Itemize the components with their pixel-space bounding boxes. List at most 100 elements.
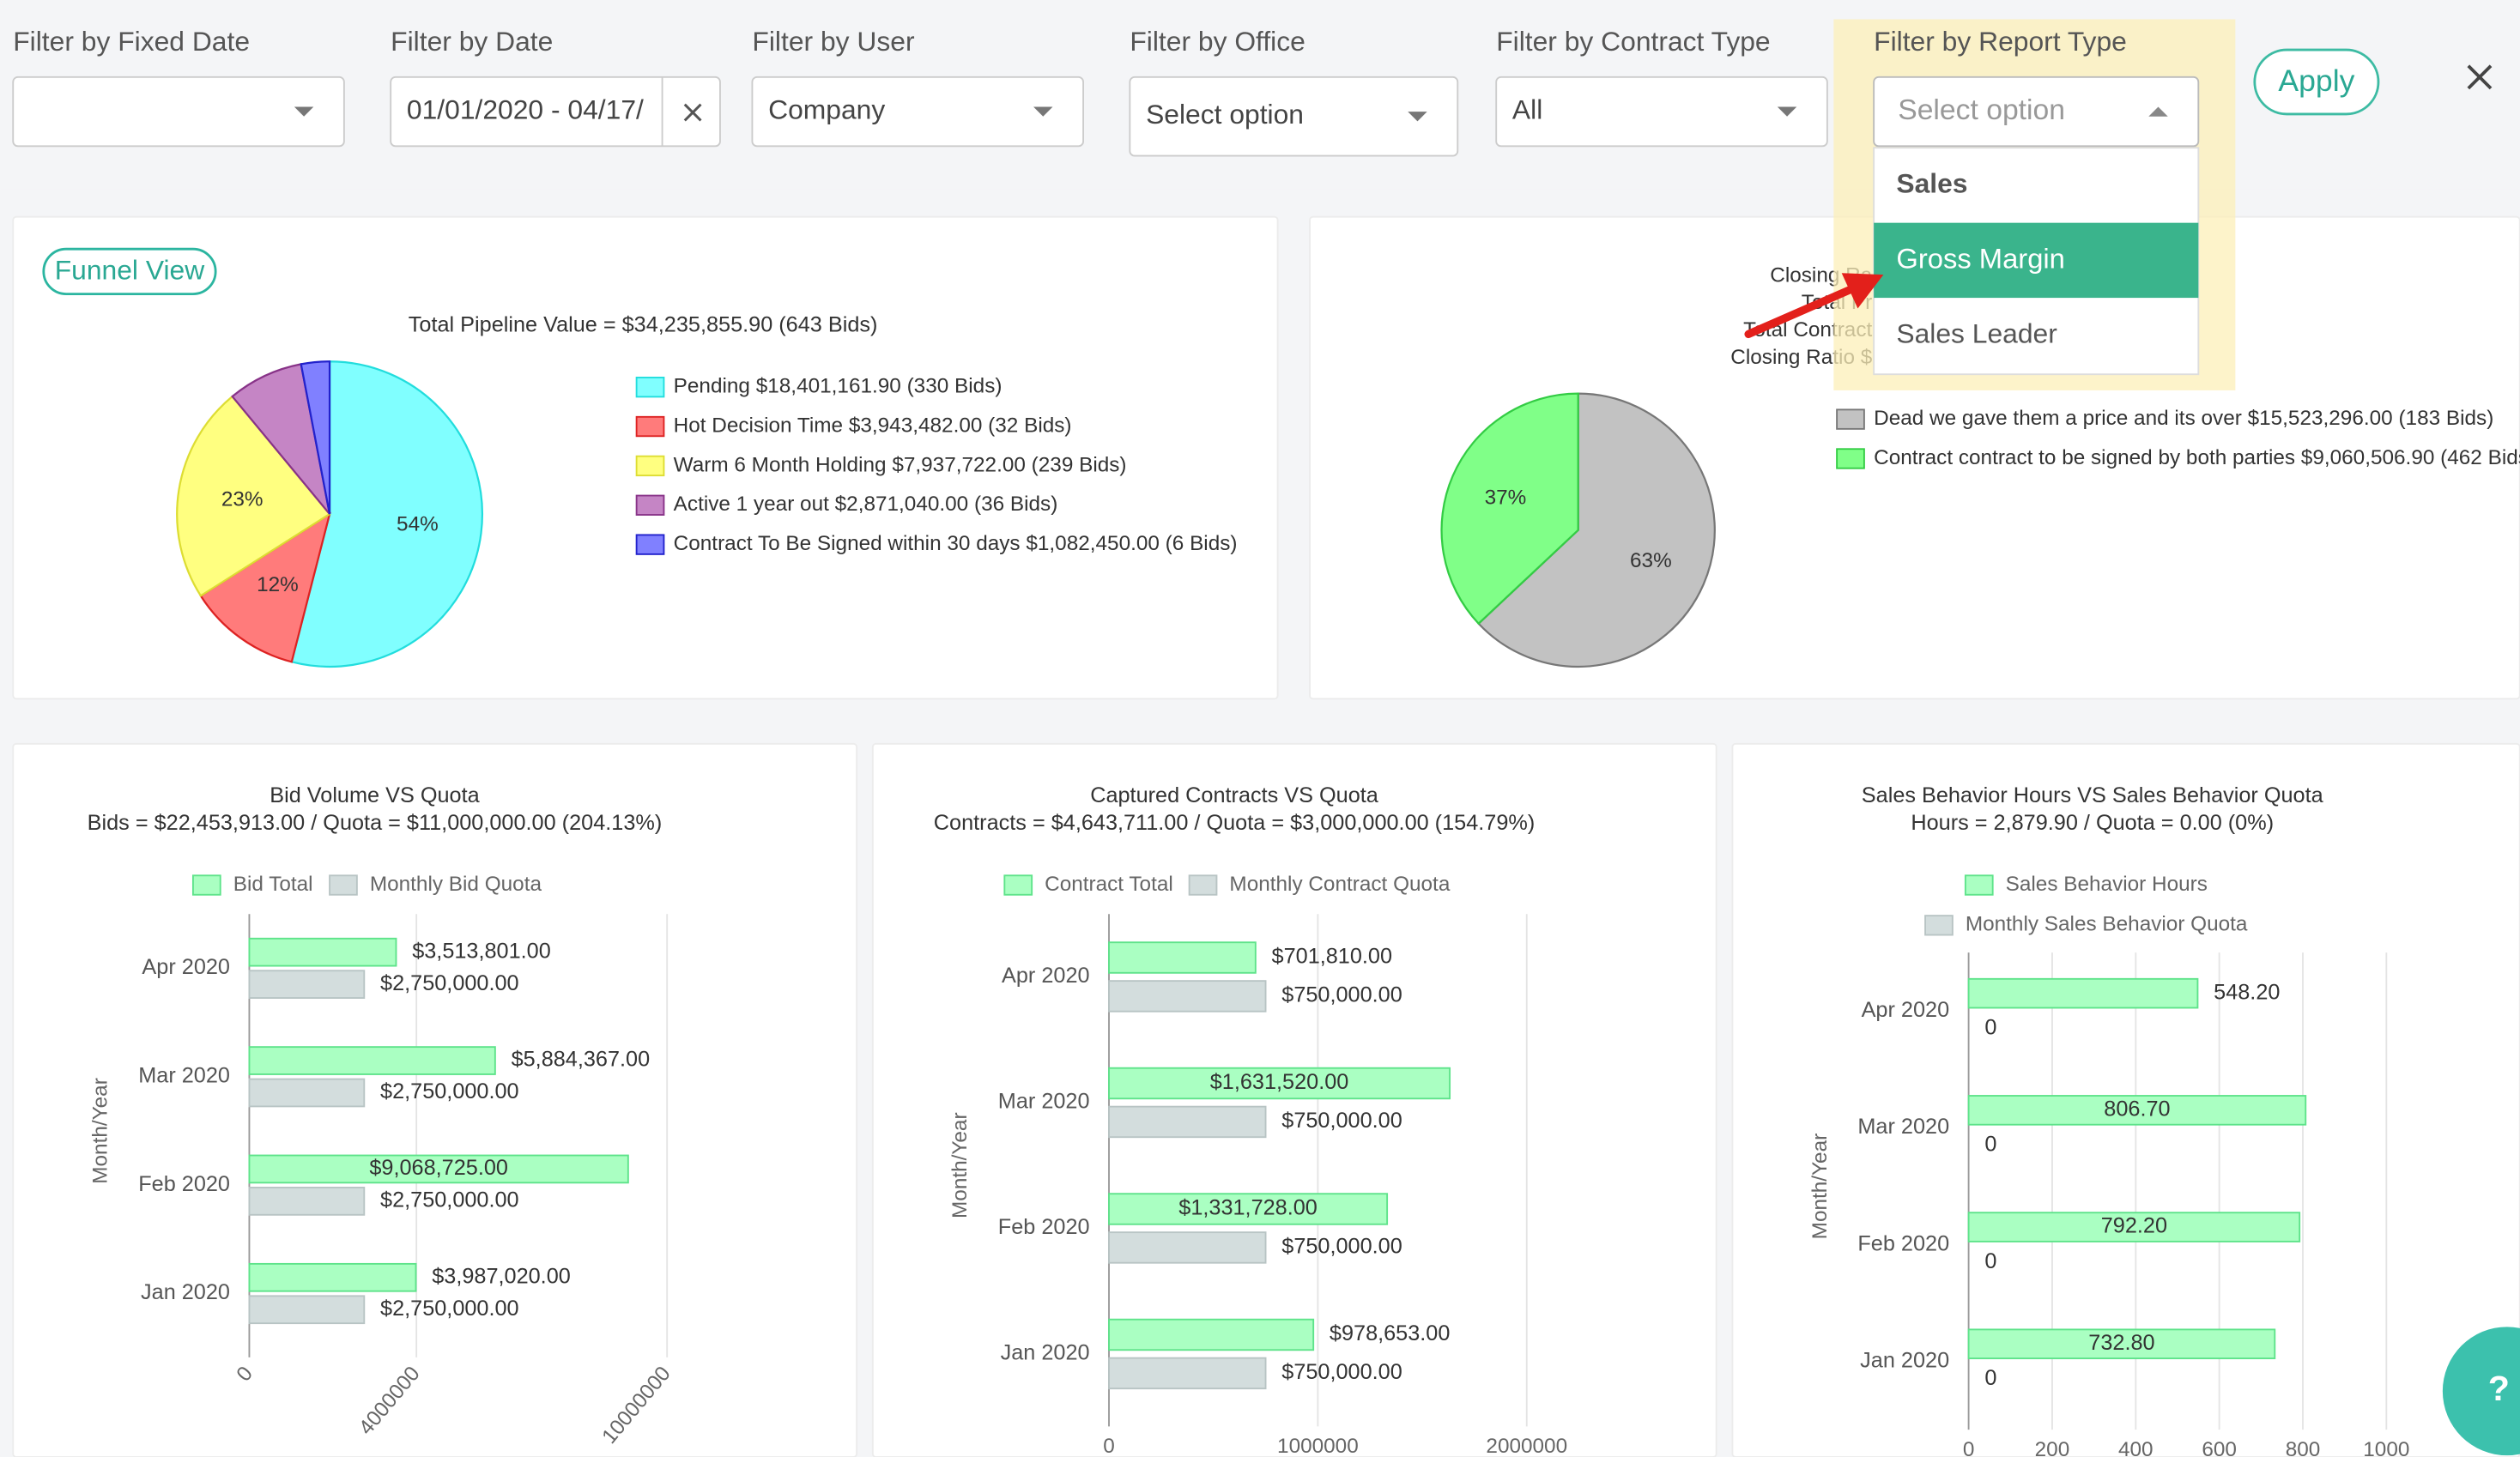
- legend-swatch: [635, 415, 665, 438]
- bar-value-label: 0: [1984, 1366, 1996, 1390]
- legend-label: Warm 6 Month Holding $7,937,722.00 (239 …: [674, 453, 1127, 476]
- bar-value-label: 0: [1984, 1249, 1996, 1273]
- caret-down: [1777, 106, 1797, 117]
- bar-value-label: $2,750,000.00: [380, 971, 519, 995]
- close-icon[interactable]: [2467, 64, 2493, 90]
- panel: [871, 742, 1717, 1457]
- filter-label: Filter by Date: [391, 26, 553, 57]
- x-tick-label: 400: [2118, 1438, 2154, 1457]
- option-highlight: [1874, 222, 2199, 299]
- y-tick-label: Jan 2020: [1001, 1341, 1090, 1365]
- bar: [1108, 1231, 1267, 1264]
- pie-slice: [176, 395, 331, 597]
- slice-label: 23%: [221, 487, 264, 511]
- funnel-view-button[interactable]: [42, 247, 217, 295]
- bar: [1108, 941, 1257, 974]
- bar: [1967, 1328, 2276, 1360]
- filter-label: Filter by Office: [1130, 26, 1305, 57]
- pie-slice: [300, 360, 331, 515]
- bar-value-label: $978,653.00: [1330, 1321, 1451, 1345]
- bar: [248, 1154, 629, 1184]
- x-tick-label: 0: [1963, 1438, 1975, 1457]
- legend-swatch: [635, 494, 665, 516]
- y-tick-label: Feb 2020: [138, 1172, 230, 1196]
- filter-select[interactable]: [390, 76, 721, 148]
- pie-slice: [199, 511, 331, 663]
- filter-value: All: [1512, 94, 1542, 125]
- bar: [1967, 977, 2199, 1009]
- legend-swatch: [1188, 874, 1218, 896]
- apply-button[interactable]: [2253, 48, 2380, 116]
- x-tick-label: 2000000: [1486, 1435, 1567, 1457]
- bar: [1108, 1318, 1315, 1351]
- y-axis-label: Month/Year: [948, 1112, 972, 1218]
- arrow-shaft: [1744, 285, 1856, 339]
- chart-title: Sales Behavior Hours VS Sales Behavior Q…: [1862, 783, 2324, 807]
- bar-value-label: 792.20: [2101, 1214, 2167, 1238]
- legend-swatch: [1836, 408, 1865, 430]
- slice-label: 37%: [1485, 487, 1527, 510]
- bar-value-label: $5,884,367.00: [512, 1048, 651, 1072]
- caret-up: [2148, 106, 2168, 117]
- help-label[interactable]: ?: [2488, 1369, 2510, 1408]
- bar: [248, 1046, 496, 1075]
- legend-swatch: [635, 377, 665, 398]
- bar: [1108, 1357, 1267, 1390]
- dropdown-option[interactable]: Sales Leader: [1896, 317, 2057, 348]
- filter-select[interactable]: [1129, 76, 1459, 157]
- bar-value-label: $2,750,000.00: [380, 1297, 519, 1321]
- caret-down: [1033, 106, 1053, 117]
- help-button[interactable]: [2442, 1327, 2520, 1456]
- bar: [1108, 1067, 1451, 1100]
- caret-down: [294, 106, 314, 117]
- bar-value-label: $2,750,000.00: [380, 1188, 519, 1212]
- x-tick-label: 1000: [2363, 1438, 2409, 1457]
- y-tick-label: Mar 2020: [1857, 1115, 1949, 1139]
- filter-label: Filter by Fixed Date: [13, 26, 250, 57]
- x-tick-label: 800: [2286, 1438, 2321, 1457]
- legend-label: Contract To Be Signed within 30 days $1,…: [674, 532, 1238, 555]
- legend-swatch: [329, 874, 358, 896]
- filter-value: Company: [768, 94, 885, 125]
- filter-select[interactable]: [1873, 76, 2200, 148]
- y-tick-label: Apr 2020: [1002, 964, 1090, 988]
- bar-value-label: 0: [1984, 1133, 1996, 1157]
- dropdown-option[interactable]: Gross Margin: [1896, 242, 2065, 274]
- legend-label: Contract Total: [1045, 873, 1173, 896]
- legend-swatch: [635, 455, 665, 477]
- dropdown-option[interactable]: Sales: [1896, 168, 1967, 199]
- bar-value-label: 0: [1984, 1016, 1996, 1040]
- apply-label: Apply: [2278, 63, 2354, 98]
- arrow-head: [1841, 273, 1884, 309]
- legend-swatch: [1924, 915, 1954, 936]
- bar-value-label: $1,631,520.00: [1210, 1070, 1349, 1094]
- bar-value-label: $750,000.00: [1281, 1235, 1402, 1259]
- filter-select[interactable]: [1495, 76, 1828, 148]
- bar: [248, 970, 366, 999]
- legend-label: Hot Decision Time $3,943,482.00 (32 Bids…: [674, 414, 1072, 437]
- legend-label: Monthly Sales Behavior Quota: [1966, 913, 2248, 936]
- bar-value-label: $701,810.00: [1272, 945, 1393, 969]
- legend-label: Bid Total: [233, 873, 313, 896]
- x-tick-label: 200: [2035, 1438, 2070, 1457]
- legend-label: Contract contract to be signed by both p…: [1874, 446, 2520, 469]
- filter-select[interactable]: [751, 76, 1085, 148]
- bar: [248, 937, 397, 967]
- filter-select[interactable]: [12, 76, 345, 148]
- filter-label: Filter by User: [752, 26, 915, 57]
- bar-value-label: $9,068,725.00: [369, 1156, 508, 1180]
- legend-label: Monthly Bid Quota: [370, 873, 542, 896]
- chart-subtitle: Contracts = $4,643,711.00 / Quota = $3,0…: [934, 811, 1535, 835]
- bar-value-label: $2,750,000.00: [380, 1079, 519, 1103]
- legend-swatch: [1964, 874, 1994, 896]
- legend-swatch: [635, 534, 665, 555]
- clear-icon[interactable]: [683, 103, 702, 122]
- y-axis-label: Month/Year: [1808, 1134, 1832, 1240]
- panel: [12, 742, 858, 1457]
- y-tick-label: Mar 2020: [138, 1063, 230, 1087]
- bar-value-label: $750,000.00: [1281, 1360, 1402, 1384]
- legend-label: Sales Behavior Hours: [2006, 873, 2208, 896]
- pie-slice: [1477, 392, 1716, 668]
